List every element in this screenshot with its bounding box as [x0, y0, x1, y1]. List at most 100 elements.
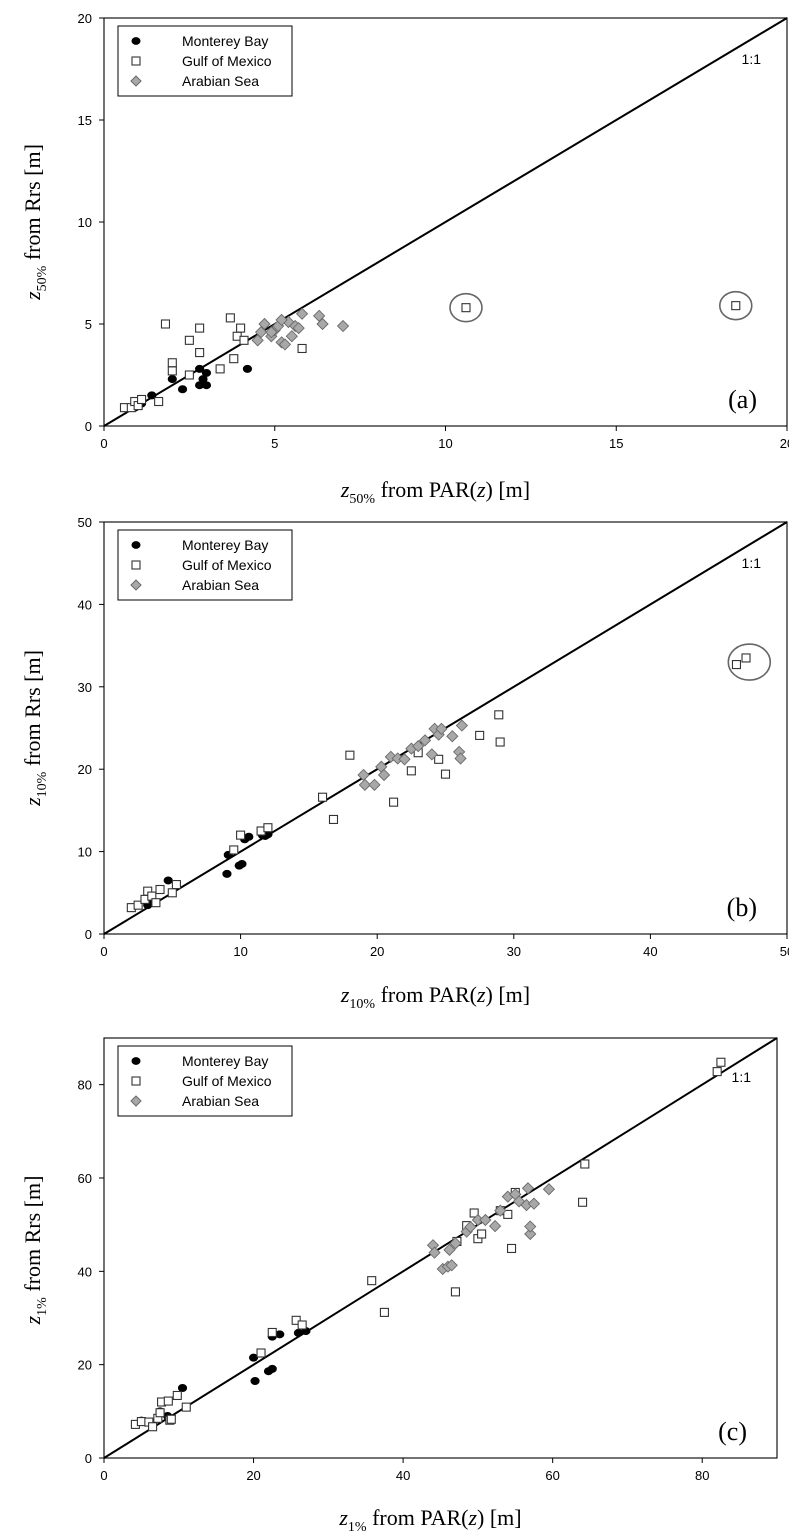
data-point-gulf: [496, 738, 504, 746]
data-point-gulf: [182, 1403, 190, 1411]
data-point-arabian: [286, 331, 297, 342]
x-tick-label: 0: [100, 1468, 107, 1483]
x-tick-label: 5: [271, 436, 278, 451]
x-tick-label: 80: [695, 1468, 709, 1483]
legend-marker-gulf: [132, 561, 140, 569]
data-point-gulf: [368, 1277, 376, 1285]
data-point-arabian: [480, 1215, 491, 1226]
data-point-gulf: [435, 755, 443, 763]
data-point-gulf: [257, 1349, 265, 1357]
x-tick-label: 10: [233, 944, 247, 959]
data-point-gulf: [196, 324, 204, 332]
data-point-gulf: [168, 367, 176, 375]
data-point-gulf: [161, 320, 169, 328]
x-tick-label: 10: [438, 436, 452, 451]
data-point-arabian: [369, 779, 380, 790]
data-point-gulf: [298, 344, 306, 352]
x-tick-label: 40: [643, 944, 657, 959]
data-point-gulf: [579, 1198, 587, 1206]
data-point-gulf: [156, 1409, 164, 1417]
data-point-monterey: [164, 877, 172, 884]
x-tick-label: 50: [780, 944, 789, 959]
data-point-monterey: [178, 386, 186, 393]
data-point-gulf: [462, 304, 470, 312]
chart-panel: 0 5 10 15 20 0 5 10 15 20 1:1 Monterey Bay Gulf of M…: [20, 11, 789, 507]
data-point-gulf: [185, 336, 193, 344]
data-point-gulf: [508, 1244, 516, 1252]
data-point-gulf: [713, 1068, 721, 1076]
x-tick-label: 60: [545, 1468, 559, 1483]
data-point-gulf: [155, 398, 163, 406]
legend-marker-monterey: [132, 38, 140, 45]
data-point-monterey: [268, 1365, 276, 1372]
data-point-gulf: [390, 798, 398, 806]
data-point-gulf: [173, 1391, 181, 1399]
x-tick-label: 20: [780, 436, 789, 451]
data-point-gulf: [196, 349, 204, 357]
data-point-gulf: [581, 1160, 589, 1168]
data-point-arabian: [543, 1184, 554, 1195]
panel-label: (a): [728, 385, 757, 414]
y-tick-label: 10: [78, 845, 92, 860]
y-tick-label: 20: [78, 11, 92, 26]
data-point-monterey: [202, 369, 210, 376]
data-point-gulf: [168, 889, 176, 897]
panel-label: (b): [727, 893, 757, 922]
y-tick-label: 20: [78, 762, 92, 777]
legend-marker-gulf: [132, 1077, 140, 1085]
legend-label-gulf: Gulf of Mexico: [182, 557, 272, 573]
data-point-monterey: [238, 860, 246, 867]
y-tick-label: 50: [78, 515, 92, 530]
x-tick-label: 0: [100, 944, 107, 959]
data-point-gulf: [230, 355, 238, 363]
legend-label-monterey: Monterey Bay: [182, 537, 268, 553]
data-point-arabian: [525, 1221, 536, 1232]
data-point-gulf: [156, 886, 164, 894]
data-point-arabian: [338, 321, 349, 332]
data-point-monterey: [251, 1377, 259, 1384]
legend-label-monterey: Monterey Bay: [182, 1053, 268, 1069]
data-point-gulf: [164, 1397, 172, 1405]
x-tick-label: 20: [370, 944, 384, 959]
y-axis-title: z50% from Rrs [m]: [20, 144, 50, 301]
data-point-gulf: [226, 314, 234, 322]
data-point-gulf: [168, 359, 176, 367]
data-point-gulf: [216, 365, 224, 373]
data-point-gulf: [478, 1230, 486, 1238]
data-point-monterey: [223, 870, 231, 877]
chart-panel: 0 20 40 60 80 0 20 40 60 80 1:1 Monterey Bay Gulf of…: [20, 1038, 777, 1535]
x-tick-label: 30: [507, 944, 521, 959]
y-tick-label: 20: [78, 1358, 92, 1373]
chart-panel: 0 10 20 30 40 50 0 10 20 30 40 50 1:1 Monterey Bay Gul…: [20, 515, 789, 1012]
data-point-gulf: [717, 1058, 725, 1066]
data-point-gulf: [319, 793, 327, 801]
y-tick-label: 40: [78, 597, 92, 612]
y-tick-label: 30: [78, 680, 92, 695]
y-tick-label: 60: [78, 1171, 92, 1186]
y-axis-title: z10% from Rrs [m]: [20, 650, 50, 807]
data-point-gulf: [732, 302, 740, 310]
y-tick-label: 15: [78, 113, 92, 128]
x-tick-label: 15: [609, 436, 623, 451]
data-point-gulf: [407, 767, 415, 775]
data-point-monterey: [178, 1384, 186, 1391]
data-point-gulf: [451, 1288, 459, 1296]
data-point-gulf: [495, 711, 503, 719]
data-point-gulf: [264, 824, 272, 832]
x-tick-label: 20: [246, 1468, 260, 1483]
x-axis-title: z10% from PAR(z) [m]: [340, 982, 530, 1012]
data-point-gulf: [732, 661, 740, 669]
data-point-gulf: [346, 751, 354, 759]
y-tick-label: 0: [85, 927, 92, 942]
data-point-gulf: [742, 654, 750, 662]
legend-label-arabian: Arabian Sea: [182, 1093, 259, 1109]
data-point-monterey: [202, 382, 210, 389]
data-point-gulf: [476, 731, 484, 739]
data-point-gulf: [329, 815, 337, 823]
x-tick-label: 0: [100, 436, 107, 451]
data-point-arabian: [490, 1221, 501, 1232]
x-axis-title: z50% from PAR(z) [m]: [340, 477, 530, 507]
y-tick-label: 5: [85, 317, 92, 332]
one-to-one-label: 1:1: [742, 555, 762, 571]
y-tick-label: 0: [85, 1451, 92, 1466]
